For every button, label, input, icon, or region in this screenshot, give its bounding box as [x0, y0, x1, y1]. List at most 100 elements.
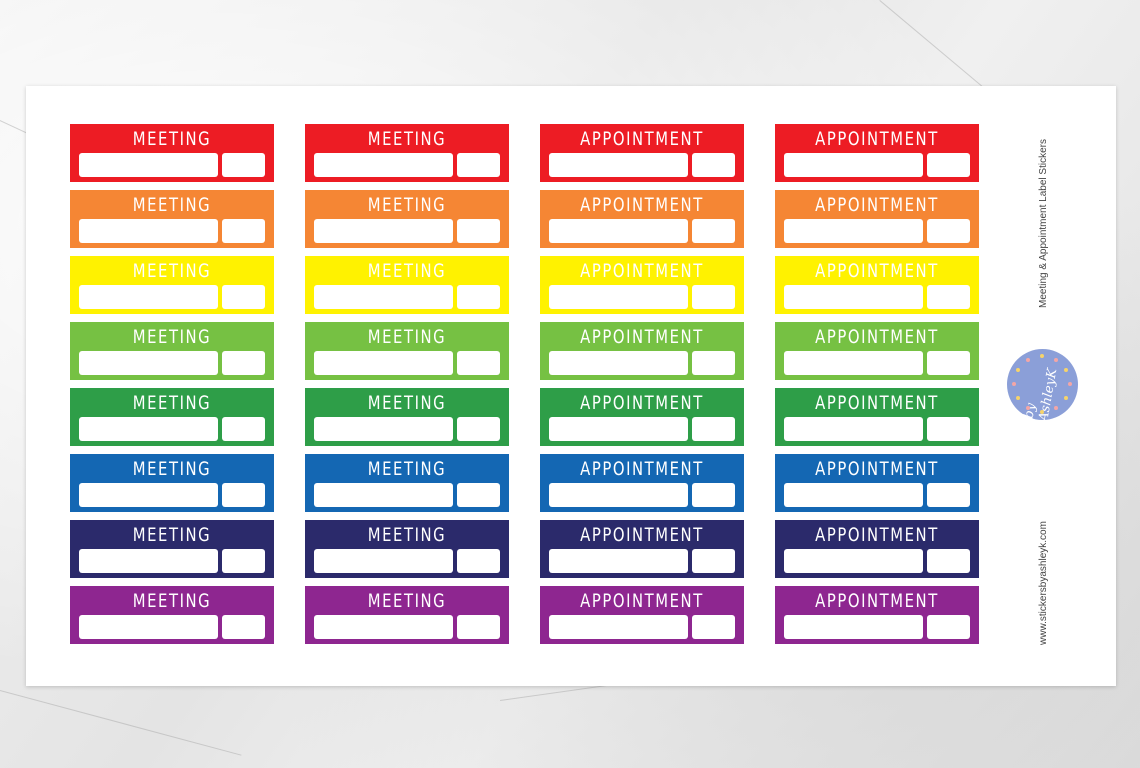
sticker-label: MEETING — [367, 524, 447, 546]
sticker-label: MEETING — [367, 326, 447, 348]
sticker-label: MEETING — [132, 392, 212, 414]
sticker-label: APPOINTMENT — [815, 590, 939, 612]
write-in-box-large — [549, 483, 688, 507]
write-in-box-small — [927, 285, 970, 309]
write-in-box-small — [927, 549, 970, 573]
logo-heart-dot — [1015, 396, 1020, 400]
sticker-label: APPOINTMENT — [580, 524, 704, 546]
write-in-box-large — [314, 351, 453, 375]
sticker-appointment-light-green: APPOINTMENT — [775, 322, 979, 380]
logo-heart-dot — [1026, 357, 1030, 362]
sticker-appointment-red: APPOINTMENT — [775, 124, 979, 182]
write-in-box-small — [222, 153, 265, 177]
write-in-box-large — [549, 285, 688, 309]
sticker-meeting-purple: MEETING — [305, 586, 509, 644]
sticker-meeting-orange: MEETING — [305, 190, 509, 248]
sticker-appointment-green: APPOINTMENT — [540, 388, 744, 446]
sticker-meeting-green: MEETING — [305, 388, 509, 446]
logo-heart-dot — [1068, 382, 1072, 386]
write-in-box-small — [927, 153, 970, 177]
logo-heart-dot — [1054, 406, 1058, 411]
write-in-box-large — [314, 219, 453, 243]
sticker-appointment-light-green: APPOINTMENT — [540, 322, 744, 380]
sticker-appointment-orange: APPOINTMENT — [540, 190, 744, 248]
logo-heart-dot — [1015, 368, 1020, 372]
sticker-meeting-navy: MEETING — [305, 520, 509, 578]
write-in-box-small — [692, 615, 735, 639]
write-in-box-large — [549, 219, 688, 243]
write-in-box-small — [927, 615, 970, 639]
write-in-box-large — [784, 417, 923, 441]
write-in-box-large — [549, 153, 688, 177]
sticker-label: MEETING — [132, 260, 212, 282]
write-in-box-large — [784, 549, 923, 573]
sticker-appointment-purple: APPOINTMENT — [775, 586, 979, 644]
write-in-box-small — [927, 351, 970, 375]
sticker-meeting-orange: MEETING — [70, 190, 274, 248]
sticker-meeting-blue: MEETING — [70, 454, 274, 512]
write-in-box-small — [222, 417, 265, 441]
sticker-label: MEETING — [132, 524, 212, 546]
write-in-box-large — [79, 417, 218, 441]
logo-heart-dot — [1040, 410, 1044, 414]
sticker-label: APPOINTMENT — [815, 326, 939, 348]
write-in-box-large — [784, 285, 923, 309]
write-in-box-large — [79, 285, 218, 309]
write-in-box-small — [927, 483, 970, 507]
sticker-appointment-navy: APPOINTMENT — [775, 520, 979, 578]
sticker-meeting-yellow: MEETING — [70, 256, 274, 314]
write-in-box-large — [79, 153, 218, 177]
write-in-box-small — [457, 285, 500, 309]
sticker-label: APPOINTMENT — [815, 524, 939, 546]
write-in-box-large — [314, 549, 453, 573]
write-in-box-small — [457, 417, 500, 441]
sticker-label: MEETING — [367, 194, 447, 216]
write-in-box-large — [314, 615, 453, 639]
write-in-box-small — [457, 615, 500, 639]
sticker-meeting-green: MEETING — [70, 388, 274, 446]
sticker-meeting-red: MEETING — [70, 124, 274, 182]
write-in-box-small — [927, 219, 970, 243]
sticker-appointment-yellow: APPOINTMENT — [540, 256, 744, 314]
sticker-label: APPOINTMENT — [580, 326, 704, 348]
sticker-label: APPOINTMENT — [815, 194, 939, 216]
write-in-box-small — [692, 219, 735, 243]
sticker-meeting-light-green: MEETING — [70, 322, 274, 380]
write-in-box-large — [549, 549, 688, 573]
sticker-appointment-yellow: APPOINTMENT — [775, 256, 979, 314]
write-in-box-large — [79, 483, 218, 507]
write-in-box-small — [692, 549, 735, 573]
logo-heart-dot — [1064, 396, 1069, 400]
sticker-label: MEETING — [367, 128, 447, 150]
write-in-box-small — [692, 351, 735, 375]
logo-heart-dot — [1054, 357, 1058, 362]
logo-heart-dot — [1026, 406, 1030, 411]
write-in-box-large — [79, 219, 218, 243]
write-in-box-small — [927, 417, 970, 441]
write-in-box-small — [457, 351, 500, 375]
sticker-appointment-green: APPOINTMENT — [775, 388, 979, 446]
sticker-label: APPOINTMENT — [815, 392, 939, 414]
logo-heart-dot — [1040, 354, 1044, 358]
sticker-label: APPOINTMENT — [580, 392, 704, 414]
write-in-box-small — [692, 483, 735, 507]
sticker-meeting-light-green: MEETING — [305, 322, 509, 380]
write-in-box-large — [784, 351, 923, 375]
sticker-meeting-red: MEETING — [305, 124, 509, 182]
write-in-box-small — [222, 285, 265, 309]
sticker-appointment-blue: APPOINTMENT — [540, 454, 744, 512]
write-in-box-large — [784, 483, 923, 507]
write-in-box-small — [457, 219, 500, 243]
sticker-sheet: MEETING MEETING MEETING MEETING MEETING MEETI… — [26, 86, 1116, 686]
sticker-label: MEETING — [367, 590, 447, 612]
sticker-label: APPOINTMENT — [815, 458, 939, 480]
sticker-label: APPOINTMENT — [815, 260, 939, 282]
write-in-box-large — [549, 417, 688, 441]
write-in-box-small — [222, 219, 265, 243]
sticker-label: APPOINTMENT — [580, 194, 704, 216]
sticker-label: APPOINTMENT — [580, 260, 704, 282]
write-in-box-small — [222, 351, 265, 375]
write-in-box-large — [79, 549, 218, 573]
sticker-label: MEETING — [132, 128, 212, 150]
write-in-box-small — [692, 153, 735, 177]
